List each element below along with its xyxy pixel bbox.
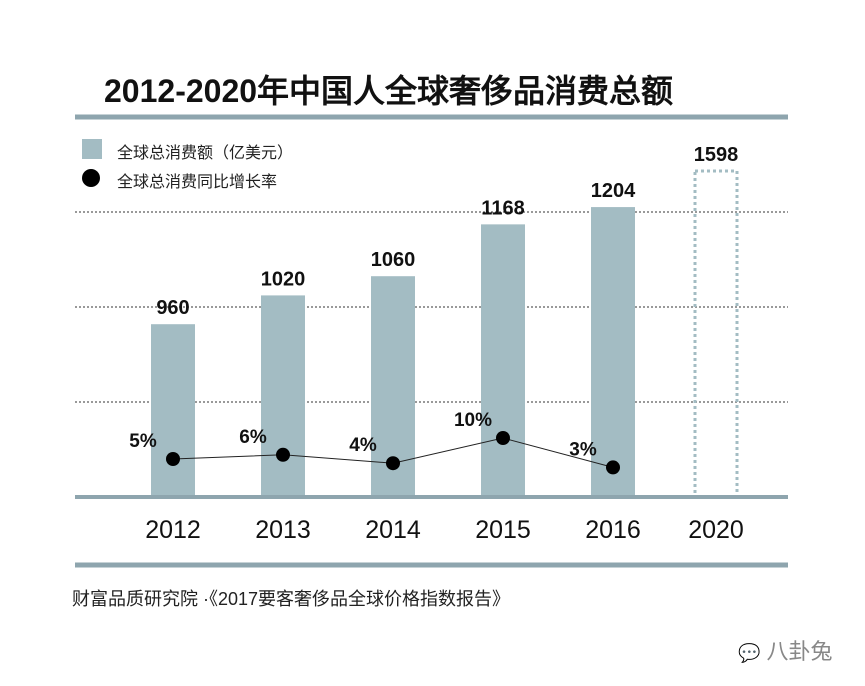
legend-line-label: 全球总消费同比增长率 <box>117 174 278 191</box>
bar-value-label: 1204 <box>591 180 636 202</box>
x-tick-label: 2020 <box>688 516 744 544</box>
x-tick-label: 2012 <box>145 516 201 544</box>
growth-point <box>496 431 510 445</box>
bar-projected <box>693 169 739 499</box>
chart-title: 2012-2020年中国人全球奢侈品消费总额 <box>104 73 674 109</box>
growth-point <box>606 460 620 475</box>
growth-label: 3% <box>569 439 597 460</box>
watermark: 💬 八卦兔 <box>738 634 833 666</box>
growth-point <box>276 447 290 462</box>
bar-value-label: 960 <box>156 297 189 319</box>
bar-value-label: 1020 <box>261 268 306 290</box>
bar-value-label: 1060 <box>371 249 416 271</box>
source-note: 财富品质研究院 ·《2017要客奢侈品全球价格指数报告》 <box>72 589 511 609</box>
legend-line-marker <box>82 169 100 187</box>
bar-value-label: 1598 <box>694 144 739 166</box>
growth-point <box>166 452 180 466</box>
wechat-icon: 💬 <box>738 643 761 663</box>
legend-bar-label: 全球总消费额（亿美元） <box>117 145 294 162</box>
bar <box>481 224 525 498</box>
growth-label: 5% <box>129 431 157 452</box>
bar-value-label: 1168 <box>481 197 524 219</box>
x-tick-label: 2014 <box>365 516 421 544</box>
growth-label: 10% <box>454 410 492 431</box>
watermark-text: 八卦兔 <box>766 639 833 664</box>
bar <box>151 324 195 497</box>
x-tick-label: 2016 <box>585 516 641 544</box>
x-tick-label: 2013 <box>255 516 311 544</box>
x-tick-label: 2015 <box>475 516 531 544</box>
growth-point <box>386 456 400 471</box>
growth-label: 4% <box>349 435 377 456</box>
bar <box>261 295 305 497</box>
bar <box>591 207 635 497</box>
growth-label: 6% <box>239 427 267 448</box>
legend-bar-swatch <box>82 139 102 159</box>
